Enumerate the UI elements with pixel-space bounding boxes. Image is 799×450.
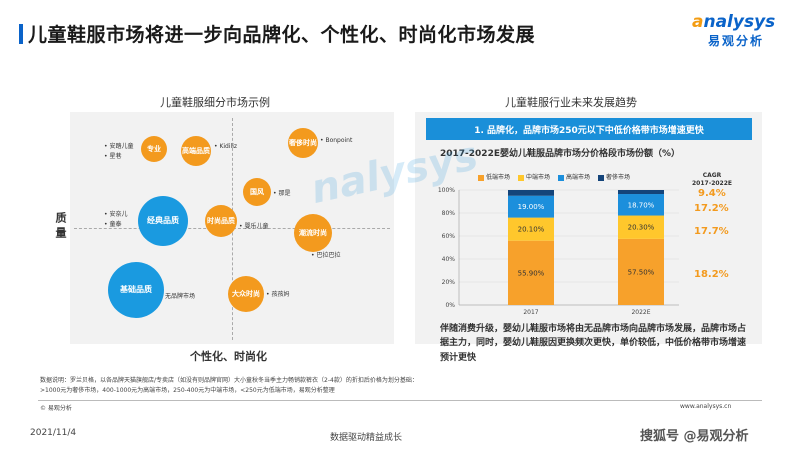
circle-guofeng: 国风 (243, 178, 271, 206)
legend-swatch (478, 174, 484, 181)
bar-segment (618, 194, 664, 216)
legend-item: 中端市场 (518, 172, 550, 181)
brand-label: • 孩孩妈 (266, 291, 290, 298)
data-label: 20.10% (518, 226, 545, 234)
brand-label: 无品牌市场 (165, 293, 196, 300)
y-tick-label: 40% (442, 256, 456, 263)
bar-segment (618, 190, 664, 195)
brand-label: • 童泰 (104, 221, 122, 228)
bar-segment (618, 215, 664, 239)
data-note: 数据说明：罗兰贝格，以各品牌天猫旗舰店/专卖店（如没有则品牌官网）大小童秋冬当季… (40, 377, 418, 394)
x-tick-label: 2022E (631, 309, 650, 316)
right-section-title: 儿童鞋服行业未来发展趋势 (505, 96, 637, 109)
analysys-logo: analysys (692, 12, 776, 32)
bar-segment (508, 190, 554, 196)
brand-label: • 巴拉巴拉 (311, 252, 341, 259)
x-tick-label: 2017 (523, 309, 538, 316)
cagr-value: 17.2% (694, 203, 729, 214)
footer-url: www.analysys.cn (680, 403, 732, 410)
chart-legend: 低端市场 中端市场 高端市场 奢侈市场 (478, 172, 630, 181)
circle-dazhong: 大众时尚 (228, 276, 264, 312)
y-tick-label: 0% (445, 302, 455, 309)
brand-label: • 安奈儿 (104, 211, 128, 218)
data-label: 18.70% (628, 201, 655, 209)
y-tick-label: 20% (442, 279, 456, 286)
brand-label: • 安踏儿童 (104, 143, 134, 150)
legend-swatch (518, 174, 525, 181)
brand-label: • 星巷 (104, 153, 122, 160)
chart-title: 2017-2022E婴幼儿鞋服品牌市场分价格段市场份额（%） (440, 149, 680, 159)
trend-panel (415, 112, 762, 344)
circle-shechi: 奢侈时尚 (288, 128, 318, 158)
page-title: 儿童鞋服市场将进一步向品牌化、个性化、时尚化市场发展 (28, 24, 536, 46)
legend-item: 奢侈市场 (598, 172, 630, 181)
legend-swatch (558, 174, 565, 181)
legend-item: 高端市场 (558, 172, 590, 181)
circle-chaoliu: 潮流时尚 (294, 214, 332, 252)
market-share-chart: 100% 80% 60% 40% 20% 0% 55.90% 20.10% 19.00% 2017… (438, 187, 679, 316)
footer-divider (38, 400, 762, 401)
y-tick-label: 100% (438, 187, 455, 194)
cagr-value: 9.4% (698, 188, 726, 199)
circle-zhuanye: 专业 (141, 136, 167, 162)
bar-segment (618, 238, 664, 305)
circle-jingdian: 经典品质 (138, 196, 188, 246)
data-label: 57.50% (628, 268, 655, 276)
data-label: 20.30% (628, 224, 655, 232)
brand-label: • Bonpoint (320, 137, 353, 144)
bar-segment (508, 195, 554, 218)
brand-label: • Kidiliz (214, 143, 238, 150)
y-axis-label: 质量 (54, 212, 67, 242)
circle-gaoduan: 高端品质 (181, 136, 211, 166)
sohu-watermark: 搜狐号 @易观分析 (640, 429, 749, 444)
brand-label: • 那是 (273, 190, 291, 197)
data-label: 19.00% (518, 203, 545, 211)
slide-date: 2021/11/4 (30, 428, 77, 438)
y-tick-label: 80% (442, 210, 456, 217)
circle-shishang: 时尚品质 (205, 205, 237, 237)
slide-slogan: 数据驱动精益成长 (330, 433, 403, 443)
cagr-value: 18.2% (694, 269, 729, 280)
y-tick-label: 60% (442, 233, 456, 240)
cagr-value: 17.7% (694, 226, 729, 237)
circle-jichu: 基础品质 (108, 262, 164, 318)
trend-description: 伴随消费升级，婴幼儿鞋服市场将由无品牌市场向品牌市场发展，品牌市场占据主力，同时… (440, 324, 747, 363)
bar-segment (508, 217, 554, 241)
bar-segment (508, 240, 554, 305)
footer-source: © 易观分析 (40, 405, 72, 412)
cagr-header: CAGR 2017-2022E (692, 172, 732, 188)
brand-label: • 婴乐儿童 (239, 223, 269, 230)
analysys-logo-cn: 易观分析 (708, 34, 765, 48)
left-section-title: 儿童鞋服细分市场示例 (160, 96, 270, 109)
legend-swatch (598, 174, 605, 181)
legend-item: 低端市场 (478, 172, 510, 181)
data-label: 55.90% (518, 269, 545, 277)
trend-banner: 1. 品牌化，品牌市场250元以下中低价格带市场增速更快 (426, 118, 752, 140)
x-axis-label: 个性化、时尚化 (190, 350, 267, 363)
title-accent-bar (19, 24, 23, 44)
